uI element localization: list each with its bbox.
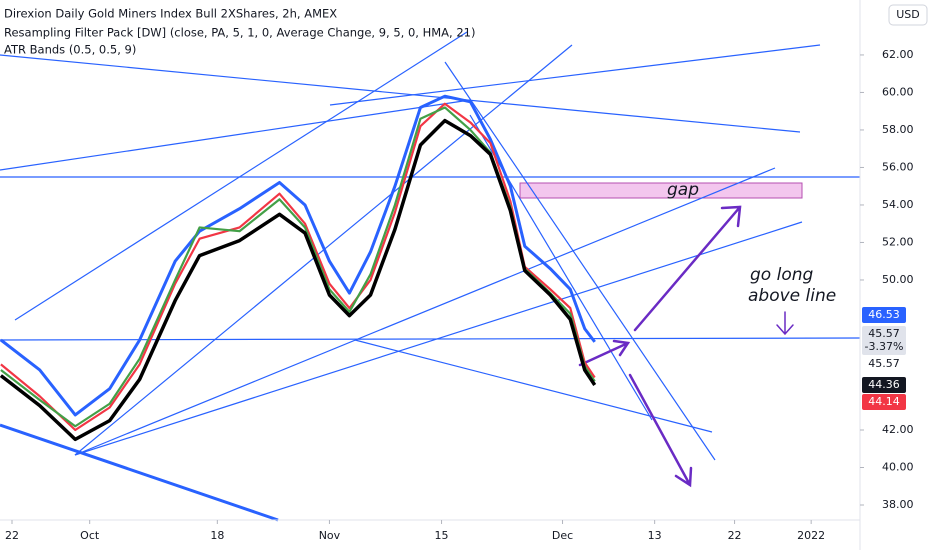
arrow (776, 311, 794, 336)
x-tick-label: 13 (648, 529, 662, 542)
x-tick-label: Dec (552, 529, 573, 542)
annotation: above line (748, 286, 836, 306)
y-tick-label: 52.00 (882, 235, 914, 248)
trendline (74, 167, 776, 456)
currency[interactable]: USD (896, 8, 920, 21)
x-tick-label: 22 (5, 529, 19, 542)
y-tick-label: 50.00 (882, 273, 914, 286)
price-tag-box (862, 377, 906, 393)
price-tag: 46.53 (868, 308, 900, 321)
y-tick-label: 58.00 (882, 123, 914, 136)
currency-button[interactable] (888, 4, 928, 26)
y-tick-label: 54.00 (882, 198, 914, 211)
annotation: gap (667, 180, 699, 200)
y-tick-label: 40.00 (882, 460, 914, 473)
trendline (0, 423, 279, 522)
trendline (444, 61, 716, 461)
arrow (628, 373, 693, 488)
price-tag: 44.36 (868, 378, 900, 391)
series-line (0, 94, 596, 417)
indicator: ATR Bands (0.5, 0.5, 9) (4, 43, 136, 57)
arrow (578, 339, 631, 367)
trendline (0, 54, 801, 133)
trendline (14, 31, 468, 321)
x-tick-label: 18 (210, 529, 224, 542)
price-tag: 45.57 (868, 327, 900, 340)
price-tag-box (862, 307, 906, 323)
y-tick-label: 38.00 (882, 498, 914, 511)
x-tick-label: 2022 (797, 529, 825, 542)
series-line (0, 118, 597, 442)
drawings (0, 31, 861, 522)
trendline (0, 99, 471, 171)
x-tick-label: 22 (728, 529, 742, 542)
chart-title: Direxion Daily Gold Miners Index Bull 2X… (4, 7, 337, 21)
price-tag-box (862, 394, 906, 410)
price-tag-box (862, 339, 906, 355)
gap-box (519, 182, 803, 199)
price-tag-box (862, 326, 906, 342)
hline (0, 337, 861, 341)
x-tick-label: Oct (80, 529, 100, 542)
price-tag: -3.37% (865, 340, 904, 353)
price-tag: 44.14 (868, 395, 900, 408)
indicator: Resampling Filter Pack [DW] (close, PA, … (4, 26, 475, 40)
arrow (633, 205, 742, 332)
annotation: go long (750, 265, 813, 285)
y-tick-label: 42.00 (882, 423, 914, 436)
price-tag: 45.57 (868, 357, 900, 370)
trendline (329, 44, 821, 106)
x-tick-label: Nov (319, 529, 341, 542)
y-tick-label: 56.00 (882, 160, 914, 173)
x-tick-label: 15 (435, 529, 449, 542)
y-tick-label: 60.00 (882, 85, 914, 98)
y-tick-label: 62.00 (882, 48, 914, 61)
